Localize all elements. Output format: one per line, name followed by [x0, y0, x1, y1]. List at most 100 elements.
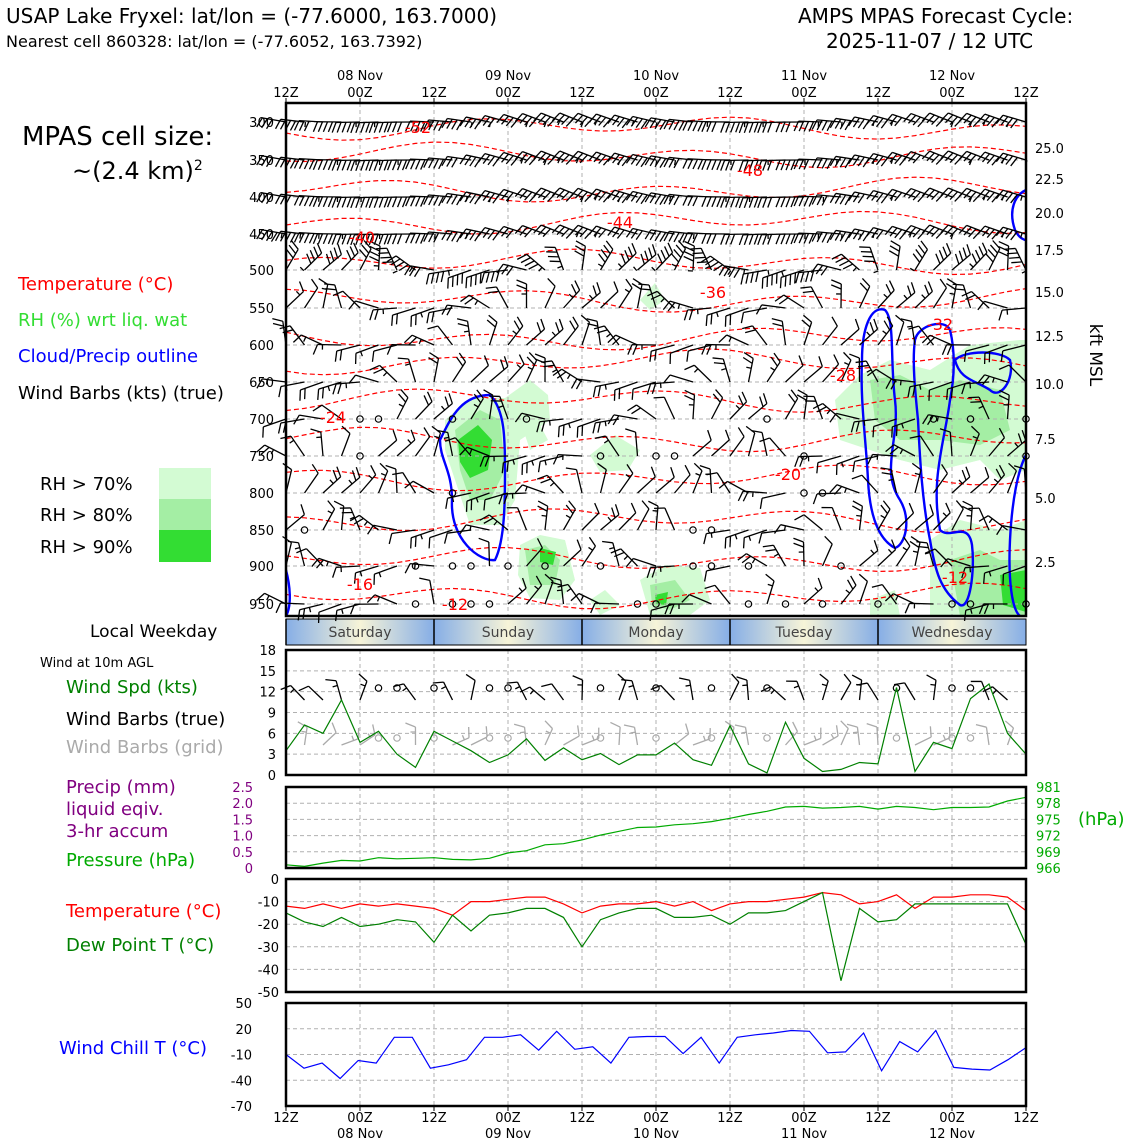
wind-barb [321, 404, 342, 420]
wind-barb [341, 252, 359, 271]
wind-barb-feather [576, 426, 579, 438]
wind-barb-feather [982, 153, 991, 163]
wind-barb-feather [685, 723, 690, 735]
wind-barb-feather [701, 255, 711, 263]
wind-barb-feather [610, 721, 621, 728]
wind-barb-feather [542, 116, 551, 126]
calm-wind-marker [411, 600, 420, 608]
wind-barb-feather [272, 317, 283, 322]
wind-barb-feather [821, 120, 828, 131]
wind-barb-feather [572, 316, 579, 327]
wind-barb-feather [720, 160, 726, 171]
wind-barb-feather [669, 603, 675, 615]
wind-barb [988, 474, 1006, 494]
wind-barb-feather [716, 159, 722, 171]
wind-barb [766, 580, 775, 605]
wind-barb-feather [926, 336, 936, 346]
wind-barb [877, 508, 891, 531]
wind-barb-feather [687, 195, 694, 207]
wind-barb-feather [1006, 730, 1013, 734]
wind-barb-feather [673, 158, 680, 169]
wind-barb-feather [871, 154, 879, 164]
wind-barb-feather [830, 733, 835, 739]
wind-barb-feather [793, 537, 804, 543]
wind-barb-feather [650, 466, 656, 478]
wind-barb-feather [1013, 465, 1025, 470]
wind-barb-feather [847, 228, 856, 239]
wind-barb [655, 476, 675, 494]
wind-barb-feather [592, 285, 598, 296]
wind-barb-feather [410, 159, 416, 170]
wind-barb-feather [477, 190, 486, 200]
wind-barb [290, 685, 305, 701]
wind-barb-feather [311, 463, 319, 474]
wind-barb-feather [477, 227, 486, 237]
wind-barb-feather [536, 322, 542, 333]
wind-barb-feather [793, 158, 800, 170]
wind-barb-feather [835, 725, 839, 737]
wind-barb-feather [368, 160, 374, 172]
wind-barb-feather [256, 378, 263, 389]
wind-barb [933, 737, 951, 746]
wind-barb-feather [753, 197, 759, 208]
wind-barb [663, 396, 676, 420]
wind-barb-feather [762, 234, 768, 245]
wind-barb-feather [324, 283, 335, 286]
wind-barb-feather [846, 723, 858, 728]
wind-barb [1003, 565, 1027, 575]
wind-barb-feather [602, 156, 611, 166]
wind-barb-feather [429, 352, 439, 359]
wind-barb [836, 455, 860, 465]
precip-ytick-label: 1.5 [232, 813, 253, 828]
wind-barb-feather [426, 312, 430, 324]
wind-barb-feather [856, 682, 868, 686]
wind-barb-feather [321, 387, 325, 399]
wind-barb-feather [662, 300, 671, 310]
wind-barb-feather [499, 359, 505, 370]
wind-barb [766, 361, 781, 383]
legend-swatch-rh90 [159, 530, 211, 562]
calm-wind-marker [504, 734, 512, 742]
wind-barb-feather [678, 120, 685, 131]
wind-barb-feather [852, 731, 859, 734]
wind-barb-feather [659, 232, 667, 242]
wind-barb-feather [649, 118, 657, 129]
wind-barb [710, 255, 731, 271]
wind-barb-feather [303, 120, 310, 132]
wind-barb-feather [686, 350, 689, 362]
wind-barb-feather [692, 234, 695, 240]
wind-barb-feather [840, 720, 849, 729]
wind-barb-feather [501, 115, 509, 125]
wind-barb-feather [851, 474, 863, 480]
wind-barb [744, 529, 768, 539]
wind-barb-feather [821, 232, 828, 243]
wind-barb-feather [703, 570, 708, 582]
wind-barb-feather [631, 243, 637, 254]
wind-barb-feather [501, 265, 509, 275]
wind-barb-feather [519, 226, 528, 236]
wind-barb-feather [621, 157, 630, 167]
wind-barb-feather [894, 155, 903, 165]
wind-barb-feather [850, 575, 857, 586]
wind-barb [596, 321, 602, 346]
wind-barb-feather [327, 159, 334, 171]
wind-barb-feather [988, 518, 993, 524]
hpa-unit-label: (hPa) [1078, 809, 1125, 830]
wind-barb-feather [487, 155, 496, 166]
weekday-band [582, 619, 730, 645]
calm-wind-marker [966, 684, 975, 692]
wind-barb-feather [773, 352, 781, 363]
wind-barb [581, 292, 601, 309]
wind-barb-feather [265, 119, 273, 130]
wind-barb-feather [635, 156, 643, 166]
wind-barb-feather [650, 294, 662, 300]
weekday-band [434, 619, 582, 645]
wind-barb-feather [793, 120, 800, 132]
wind-barb-feather [730, 197, 736, 208]
wind-barb [706, 529, 731, 535]
wind-barb-feather [981, 242, 988, 253]
wind-barb-feather [651, 383, 657, 394]
wind-barb [373, 307, 398, 311]
cell-size-label: MPAS cell size: [22, 122, 214, 152]
wind-barb-feather [871, 228, 879, 238]
